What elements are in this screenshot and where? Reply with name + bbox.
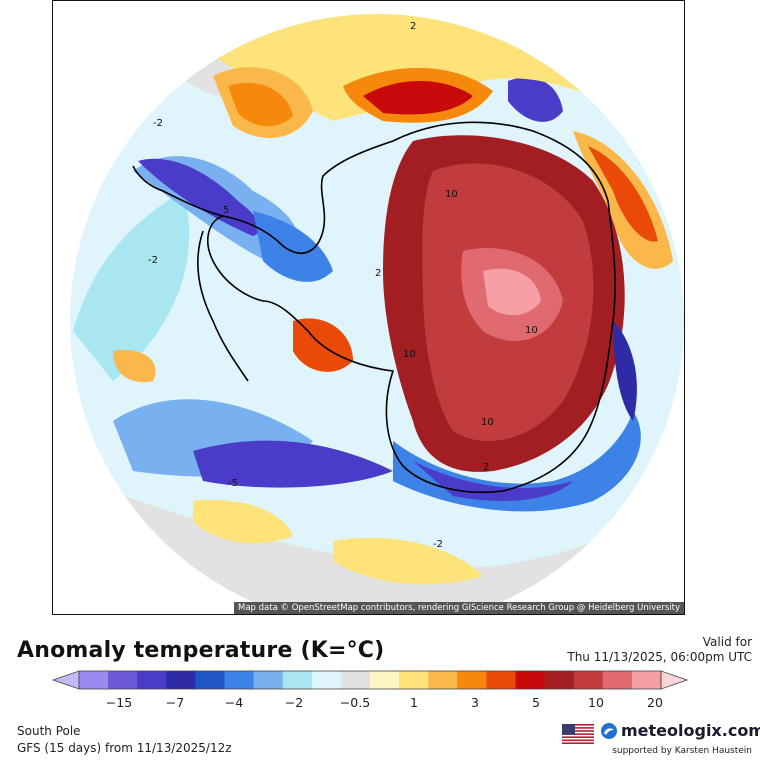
legend-color-swatch <box>515 671 546 689</box>
legend-tick-label: −4 <box>224 695 244 710</box>
contour-label: -5 <box>228 478 238 489</box>
legend-color-swatch <box>544 671 575 689</box>
contour-label: 10 <box>403 349 416 360</box>
model-run-label[interactable]: GFS (15 days) from 11/13/2025/12z <box>17 741 232 755</box>
legend-tick-label: 20 <box>647 695 663 710</box>
legend-tick-label: 1 <box>410 695 418 710</box>
legend-tick-label: 10 <box>588 695 604 710</box>
legend-color-swatch <box>602 671 633 689</box>
antarctic-coastline <box>132 121 616 494</box>
brand-name: meteologix.com <box>621 721 760 740</box>
brand-link[interactable]: meteologix.com <box>600 721 760 740</box>
legend-tick-label: 5 <box>532 695 540 710</box>
contour-label: 2 <box>410 21 416 32</box>
legend-color-swatch <box>370 671 400 689</box>
legend-color-swatch <box>108 671 138 689</box>
anomaly-map[interactable]: 2 -2 5 10 -2 2 -5 10 10 2 -2 10 <box>53 1 685 615</box>
legend-color-swatch <box>573 671 604 689</box>
legend-border <box>78 670 662 690</box>
contour-label: 10 <box>445 189 458 200</box>
legend-color-swatch <box>282 671 313 689</box>
contour-label: 10 <box>525 325 538 336</box>
us-flag-icon[interactable] <box>562 724 594 744</box>
legend-tick-label: −15 <box>105 695 133 710</box>
legend-color-swatch <box>631 671 662 689</box>
contour-label: -2 <box>148 255 158 266</box>
map-attribution[interactable]: Map data © OpenStreetMap contributors, r… <box>234 602 684 614</box>
legend-high-arrow <box>660 670 688 690</box>
region-label[interactable]: South Pole <box>17 724 81 738</box>
legend-color-swatch <box>224 671 255 689</box>
contour-label: -2 <box>153 118 163 129</box>
valid-time[interactable]: Thu 11/13/2025, 06:00pm UTC <box>567 650 752 664</box>
legend-color-swatch <box>486 671 516 689</box>
contour-label: 2 <box>483 462 489 473</box>
legend-color-swatch <box>137 671 167 689</box>
meteologix-logo-icon <box>601 722 617 739</box>
supported-by-label: supported by Karsten Haustein <box>612 746 752 756</box>
contour-label: 5 <box>223 205 229 216</box>
legend-color-swatch <box>311 671 342 689</box>
legend-tick-label: −7 <box>165 695 185 710</box>
contour-label: 10 <box>481 417 494 428</box>
contour-label: -2 <box>433 539 443 550</box>
map-frame[interactable]: 2 -2 5 10 -2 2 -5 10 10 2 -2 10 Map data… <box>52 0 685 615</box>
contour-label: 2 <box>375 268 381 279</box>
legend-tick-label: −0.5 <box>339 695 371 710</box>
page-title: Anomaly temperature (K=°C) <box>17 638 385 663</box>
legend-color-swatch <box>428 671 458 689</box>
valid-label: Valid for <box>702 635 752 649</box>
map-field <box>70 14 684 614</box>
legend-color-swatch <box>79 671 109 689</box>
legend-tick-label: 3 <box>471 695 479 710</box>
legend-low-arrow <box>52 670 80 690</box>
legend-color-swatch <box>253 671 284 689</box>
color-legend <box>52 670 688 690</box>
legend-color-swatch <box>195 671 225 689</box>
legend-tick-label: −2 <box>284 695 304 710</box>
legend-color-swatch <box>457 671 487 689</box>
legend-color-swatch <box>166 671 196 689</box>
legend-color-swatch <box>399 671 429 689</box>
legend-color-swatch <box>340 671 371 689</box>
